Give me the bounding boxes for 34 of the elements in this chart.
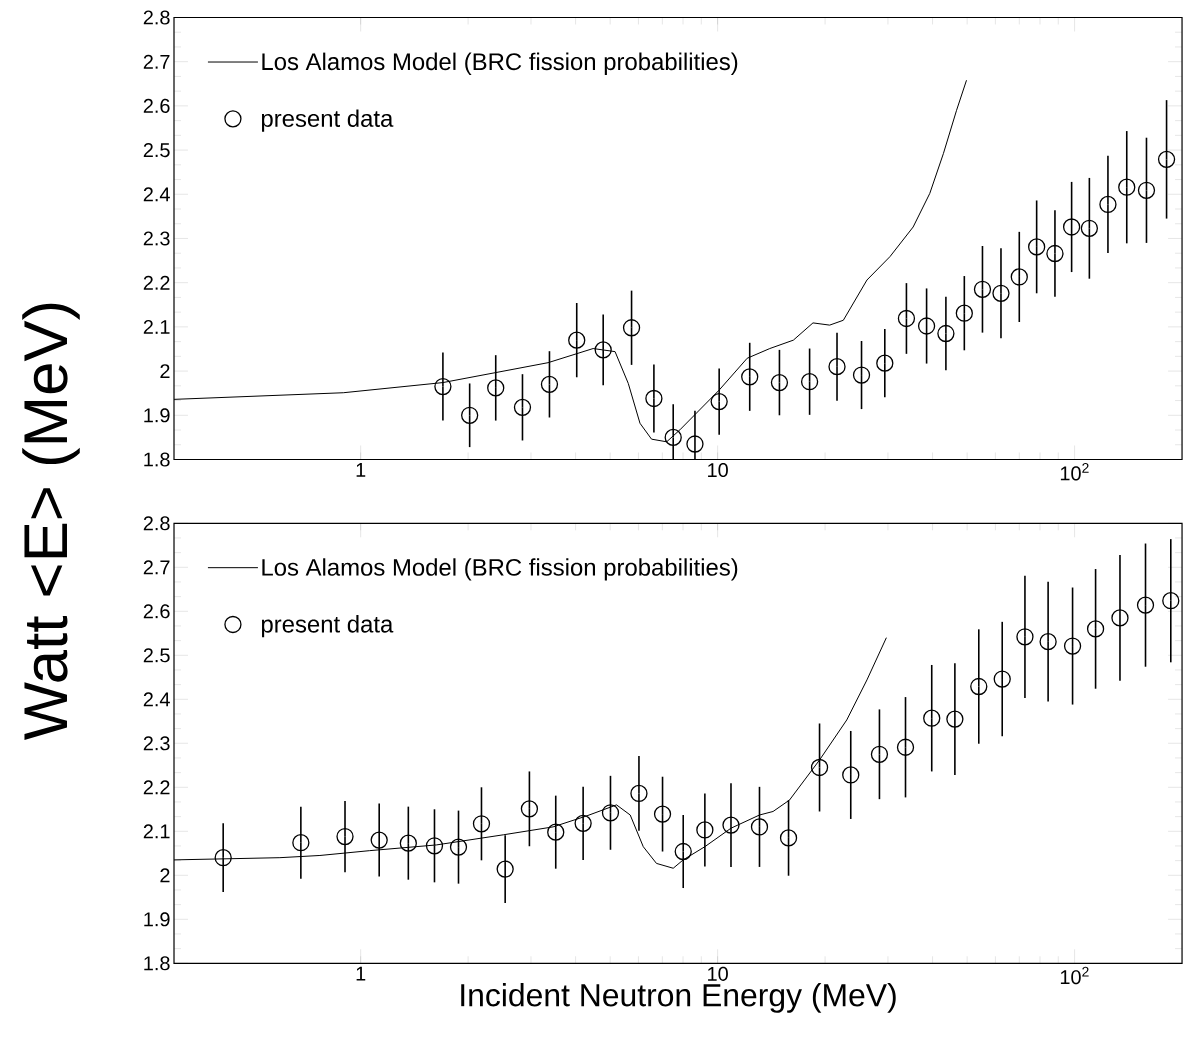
legend-label: Los Alamos Model (BRC fission probabilities) bbox=[262, 558, 738, 581]
y-tick-label: 2.6 bbox=[143, 98, 170, 113]
y-tick-label: 2.4 bbox=[143, 187, 170, 202]
x-tick-label: 10$^{2}$ bbox=[1060, 462, 1089, 481]
y-tick-label: 2 bbox=[160, 868, 170, 883]
y-tick-label: 2.7 bbox=[143, 560, 170, 575]
x-axis-title: Incident Neutron Energy (MeV) bbox=[461, 983, 896, 1013]
y-tick-label: 2.8 bbox=[143, 516, 170, 531]
y-tick-label: 2.8 bbox=[143, 10, 170, 25]
x-tick-label: 1 bbox=[356, 966, 366, 981]
x-tick-label: 10$^{2}$ bbox=[1060, 966, 1089, 985]
y-tick-label: 2.2 bbox=[143, 780, 170, 795]
y-tick-label: 2.1 bbox=[143, 824, 170, 839]
y-tick-label: 2.2 bbox=[143, 275, 170, 290]
y-tick-label: 2.5 bbox=[143, 648, 170, 663]
y-tick-label: 1.9 bbox=[144, 408, 170, 423]
x-tick-label: 10 bbox=[708, 463, 728, 478]
legend-label: present data bbox=[261, 109, 394, 132]
y-tick-label: 1.9 bbox=[144, 912, 170, 927]
y-tick-label: 2.5 bbox=[143, 143, 170, 158]
y-tick-label: 1.8 bbox=[144, 956, 170, 971]
legend-label: Los Alamos Model (BRC fission probabilities) bbox=[262, 52, 738, 75]
y-tick-label: 1.8 bbox=[144, 452, 170, 467]
y-tick-label: 2.1 bbox=[143, 319, 170, 334]
y-tick-label: 2.3 bbox=[143, 736, 170, 751]
y-axis-title: Watt <E> (MeV) bbox=[22, 303, 80, 741]
legend-label: present data bbox=[261, 615, 394, 638]
y-tick-label: 2.4 bbox=[143, 692, 170, 707]
x-tick-label: 1 bbox=[356, 463, 366, 477]
x-tick-label: 10 bbox=[708, 966, 728, 981]
y-tick-label: 2 bbox=[160, 364, 170, 379]
y-tick-label: 2.3 bbox=[143, 231, 170, 246]
y-tick-label: 2.7 bbox=[143, 54, 170, 69]
y-tick-label: 2.6 bbox=[143, 604, 170, 619]
